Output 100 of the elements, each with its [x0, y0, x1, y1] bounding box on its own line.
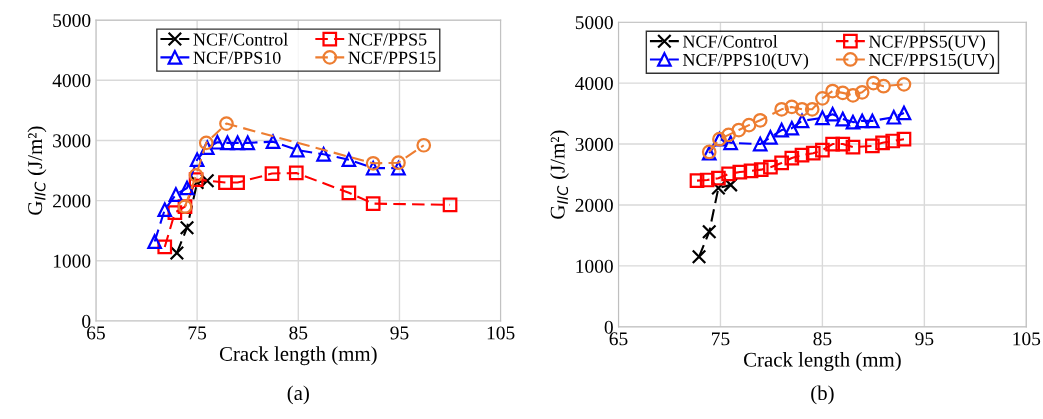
y-axis-title: G$_{IIC}$ (J/m²) — [27, 126, 47, 215]
point — [289, 142, 305, 158]
point — [365, 160, 381, 176]
point — [711, 170, 726, 186]
point — [774, 101, 789, 117]
point — [885, 133, 901, 149]
legend-label: NCF/PPS5(UV) — [868, 34, 986, 52]
point — [219, 116, 234, 131]
point — [169, 245, 185, 261]
point — [230, 135, 245, 151]
point — [763, 159, 778, 175]
x-tick-label: 75 — [712, 332, 730, 346]
point — [784, 99, 800, 115]
point — [794, 113, 810, 129]
point — [316, 146, 331, 162]
text: (a) — [287, 385, 309, 405]
point — [825, 106, 840, 122]
legend-label: NCF/PPS10(UV) — [682, 53, 809, 70]
point — [147, 234, 162, 249]
y-tick-label: 3000 — [575, 137, 613, 151]
point — [701, 224, 717, 240]
point — [391, 155, 406, 171]
point — [365, 196, 381, 211]
legend-label: NCF/PPS15 — [348, 51, 436, 64]
point — [753, 162, 769, 177]
y-tick-label: 2000 — [575, 198, 613, 212]
point — [689, 173, 705, 188]
legend-label: NCF/PPS10 — [193, 51, 281, 64]
x-tick-label: 65 — [609, 332, 628, 346]
point — [240, 135, 256, 151]
point — [341, 185, 357, 201]
legend-label: NCF/Control — [682, 34, 778, 48]
point — [157, 202, 173, 217]
x-tick-label: 105 — [487, 326, 515, 340]
point — [210, 134, 225, 150]
point — [721, 166, 736, 182]
point — [784, 150, 800, 166]
point — [220, 135, 235, 151]
point — [774, 155, 789, 171]
point — [198, 135, 214, 151]
point — [365, 155, 381, 171]
point — [896, 76, 912, 92]
x-axis-title: Crack length (mm) — [219, 346, 377, 366]
point — [854, 113, 870, 129]
point — [845, 87, 861, 103]
point — [825, 136, 840, 152]
legend-label: NCF/PPS15(UV) — [868, 53, 995, 70]
point — [442, 197, 458, 213]
point — [835, 111, 851, 127]
point — [699, 172, 715, 188]
point — [825, 83, 840, 99]
point — [741, 117, 757, 133]
x-axis-title: Crack length (mm) — [744, 352, 901, 372]
point — [732, 164, 748, 180]
point — [391, 160, 406, 176]
point — [896, 105, 912, 121]
point — [199, 140, 215, 156]
point — [416, 137, 432, 153]
point — [794, 101, 810, 117]
text: (b) — [811, 385, 834, 405]
point — [804, 101, 820, 117]
point — [835, 136, 851, 152]
y-tick-label: 5000 — [53, 13, 91, 28]
point — [218, 175, 233, 190]
x-tick-label: 85 — [289, 326, 308, 340]
point — [845, 114, 861, 130]
point — [179, 220, 195, 236]
y-axis-title: G$_{IIC}$ (J/m²) — [550, 130, 569, 219]
point — [752, 136, 768, 152]
x-tick-label: 95 — [390, 326, 409, 340]
y-tick-label: 4000 — [575, 76, 613, 91]
y-tick-label: 5000 — [575, 16, 613, 30]
point — [865, 138, 880, 154]
x-tick-label: 65 — [87, 326, 105, 340]
point — [876, 78, 891, 94]
point — [265, 134, 281, 150]
point — [168, 187, 184, 202]
point — [188, 167, 204, 183]
point — [875, 135, 890, 151]
point — [784, 120, 800, 136]
point — [774, 122, 789, 138]
point — [896, 131, 912, 147]
point — [752, 112, 768, 128]
point — [865, 113, 880, 129]
point — [815, 91, 830, 106]
point — [805, 145, 821, 161]
point — [157, 239, 173, 255]
point — [167, 205, 183, 221]
point — [341, 152, 357, 168]
point — [179, 180, 195, 196]
point — [721, 127, 736, 143]
point — [731, 122, 747, 138]
y-tick-label: 1000 — [576, 259, 613, 273]
point — [691, 249, 707, 265]
legend-label: NCF/PPS5 — [348, 33, 427, 46]
x-tick-label: 95 — [915, 332, 934, 346]
legend-label: NCF/Control — [193, 32, 288, 46]
point — [288, 165, 304, 181]
point — [815, 142, 830, 158]
point — [854, 84, 870, 100]
